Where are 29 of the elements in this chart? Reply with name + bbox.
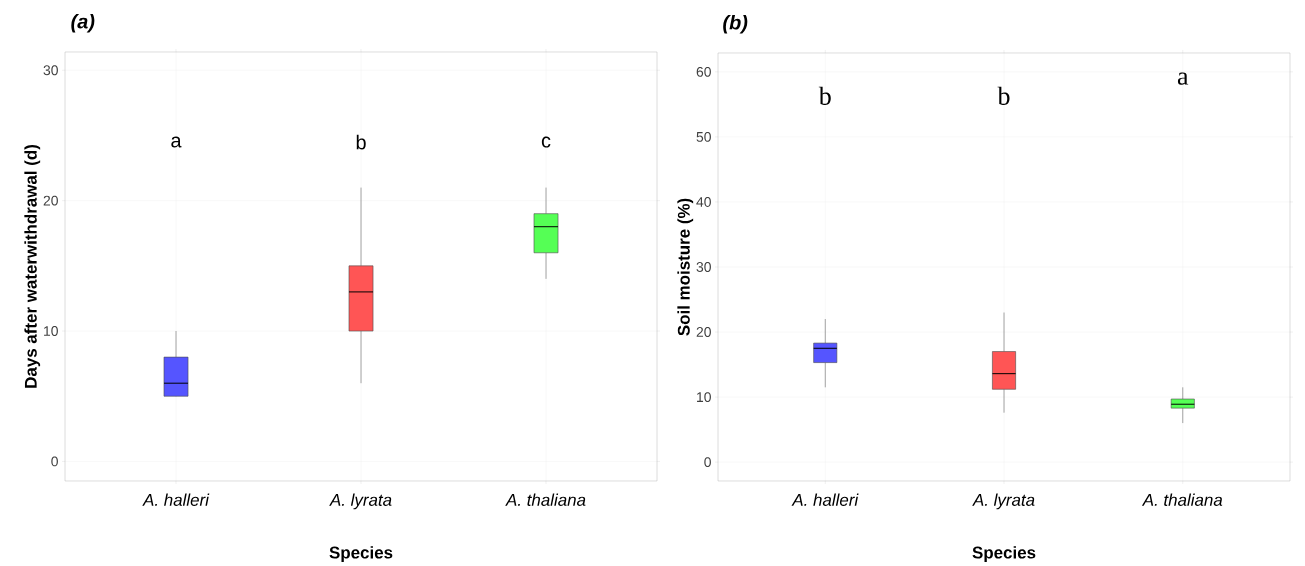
annotation: c — [541, 136, 551, 148]
chart-title: (a) — [71, 13, 95, 33]
y-tick-label: 40 — [696, 196, 711, 207]
x-tick-label: A. lyrata — [329, 493, 392, 510]
y-tick-label: 60 — [696, 66, 711, 77]
x-tick-label: A. halleri — [791, 493, 859, 506]
annotation: b — [997, 86, 1010, 105]
annotation: b — [818, 86, 831, 105]
y-tick-label: 10 — [697, 392, 711, 403]
x-tick-label: A. halleri — [142, 493, 210, 506]
y-axis-title: Days after waterwithdrawal (d) — [24, 145, 41, 388]
x-tick-label: A. thaliana — [505, 493, 586, 506]
y-tick-label: 30 — [43, 65, 58, 76]
x-tick-label: A. lyrata — [972, 493, 1035, 510]
annotation: a — [171, 136, 182, 148]
y-tick-label: 50 — [696, 131, 711, 142]
y-tick-label: 20 — [696, 327, 711, 337]
x-axis-title: Species — [972, 546, 1036, 562]
y-tick-label: 0 — [51, 456, 58, 467]
y-axis-title: Soil moisture (%) — [677, 198, 694, 336]
annotation: a — [1177, 72, 1189, 85]
y-tick-label: 20 — [43, 195, 58, 206]
y-tick-label: 30 — [696, 262, 711, 272]
x-axis-title: Species — [329, 546, 393, 562]
y-tick-label: 0 — [704, 457, 711, 468]
chart-title: (b) — [723, 14, 748, 34]
x-tick-label: A. thaliana — [1141, 493, 1223, 506]
annotation: b — [356, 134, 366, 150]
y-tick-label: 10 — [44, 326, 58, 336]
